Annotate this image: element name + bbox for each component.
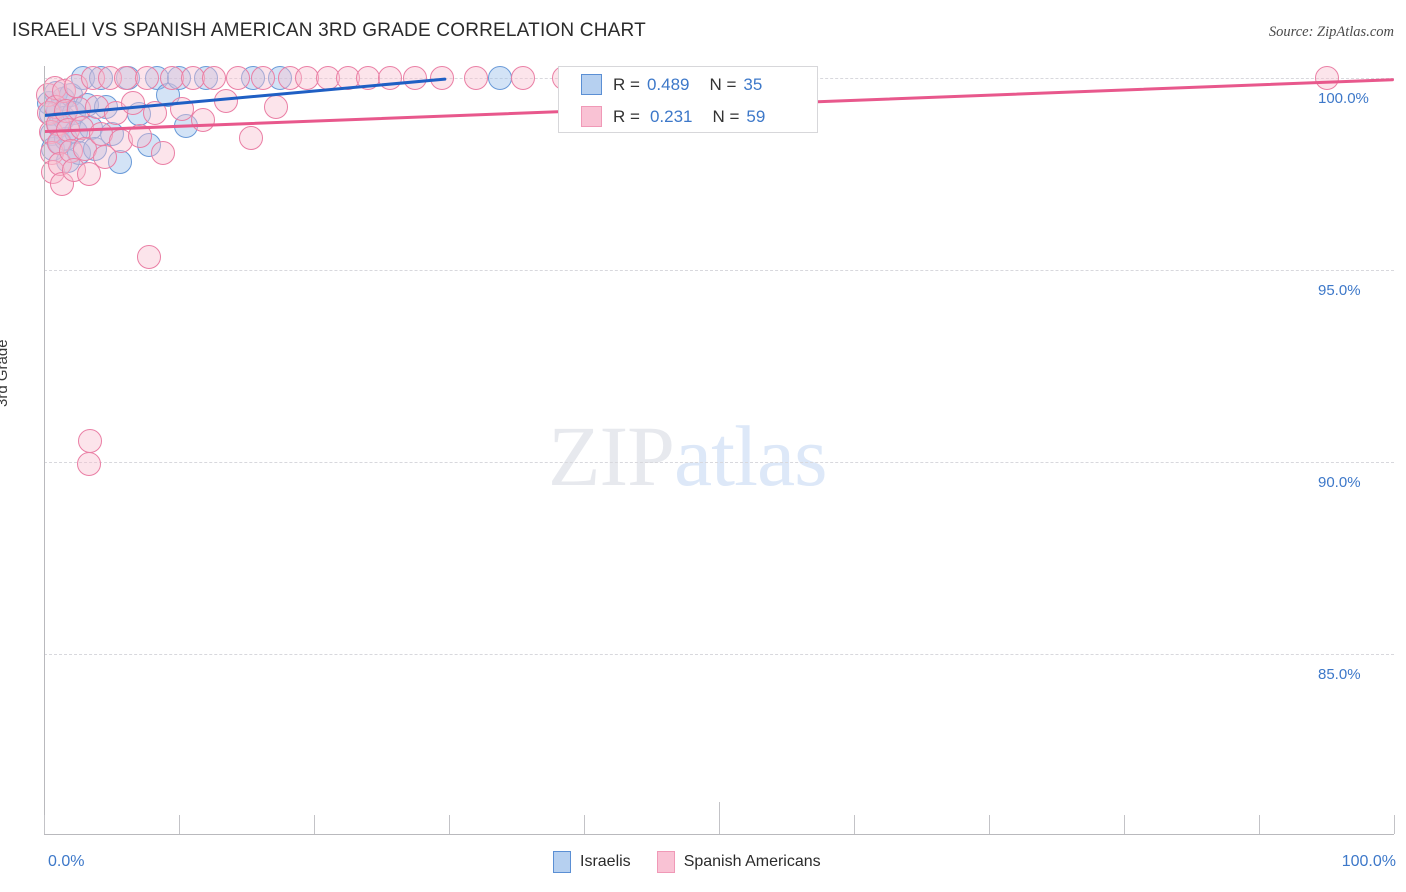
y-axis-line [44, 66, 45, 834]
data-point[interactable] [250, 66, 275, 90]
stats-n-value-spanish-americans: 59 [746, 106, 766, 126]
stats-row-spanish-americans: R = 0.231 N = 59 [559, 100, 817, 133]
y-axis-label-90: 90.0% [1318, 474, 1361, 491]
x-tick-40 [584, 815, 585, 834]
x-tick-60 [854, 815, 855, 834]
x-tick-20 [314, 815, 315, 834]
data-point[interactable] [76, 451, 101, 476]
data-point[interactable] [238, 125, 263, 150]
stats-row-israelis: R = 0.489 N = 35 [559, 68, 817, 101]
legend-item-israelis[interactable]: Israelis [553, 851, 631, 873]
plot-area: ZIPatlas [36, 66, 1395, 834]
data-point[interactable] [1314, 66, 1339, 90]
watermark: ZIPatlas [548, 406, 828, 506]
gridline-95 [44, 270, 1394, 271]
legend-label-spanish-americans: Spanish Americans [683, 853, 821, 870]
x-axis-line [44, 834, 1394, 835]
legend-label-israelis: Israelis [580, 853, 631, 870]
y-axis-label-95: 95.0% [1318, 282, 1361, 299]
x-tick-0 [44, 815, 45, 834]
gridline-85 [44, 654, 1394, 655]
data-point[interactable] [77, 428, 102, 453]
data-point[interactable] [150, 140, 175, 165]
stats-legend-box: R = 0.489 N = 35 R = 0.231 N = 59 [558, 66, 818, 133]
data-point[interactable] [202, 66, 227, 90]
x-axis-max-label: 100.0% [1341, 853, 1396, 870]
y-axis-label-100: 100.0% [1318, 90, 1369, 107]
legend-swatch-israelis [553, 851, 571, 873]
x-tick-100 [1394, 815, 1395, 834]
data-point[interactable] [160, 66, 185, 90]
source-label: Source: ZipAtlas.com [1268, 24, 1394, 40]
stats-r-value-spanish-americans: 0.231 [649, 106, 693, 126]
x-tick-10 [179, 815, 180, 834]
x-tick-80 [1124, 815, 1125, 834]
data-point[interactable] [488, 66, 513, 90]
chart-legend: Israelis Spanish Americans [553, 851, 821, 873]
legend-item-spanish-americans[interactable]: Spanish Americans [656, 851, 821, 873]
gridline-90 [44, 462, 1394, 463]
data-point[interactable] [121, 90, 146, 115]
data-point[interactable] [511, 66, 536, 90]
watermark-zip: ZIP [548, 408, 675, 504]
data-point[interactable] [464, 66, 488, 90]
data-point[interactable] [72, 137, 97, 162]
x-tick-70 [989, 815, 990, 834]
stats-swatch-israelis [581, 74, 602, 95]
y-axis-title: 3rd Grade [0, 339, 11, 407]
data-point[interactable] [226, 66, 251, 90]
data-point[interactable] [49, 171, 74, 196]
data-point[interactable] [264, 94, 289, 119]
y-axis-label-85: 85.0% [1318, 666, 1361, 683]
x-tick-50 [719, 802, 720, 834]
x-tick-30 [449, 815, 450, 834]
x-axis-min-label: 0.0% [48, 853, 85, 870]
legend-swatch-spanish-americans [656, 851, 675, 873]
stats-n-label-spanish-americans: N = [712, 106, 740, 126]
x-tick-90 [1259, 815, 1260, 834]
stats-r-label-spanish-americans: R = [613, 106, 640, 126]
stats-n-label-israelis: N = [709, 74, 737, 94]
data-point[interactable] [180, 66, 205, 90]
stats-n-value-israelis: 35 [743, 74, 763, 94]
page-title: ISRAELI VS SPANISH AMERICAN 3RD GRADE CO… [12, 20, 646, 41]
stats-r-label-israelis: R = [613, 74, 640, 94]
data-point[interactable] [134, 66, 159, 90]
watermark-atlas: atlas [674, 408, 828, 504]
stats-r-value-israelis: 0.489 [646, 74, 690, 94]
data-point[interactable] [191, 108, 216, 133]
data-point[interactable] [403, 66, 428, 90]
stats-swatch-spanish-americans [581, 106, 602, 127]
data-point[interactable] [137, 244, 162, 269]
